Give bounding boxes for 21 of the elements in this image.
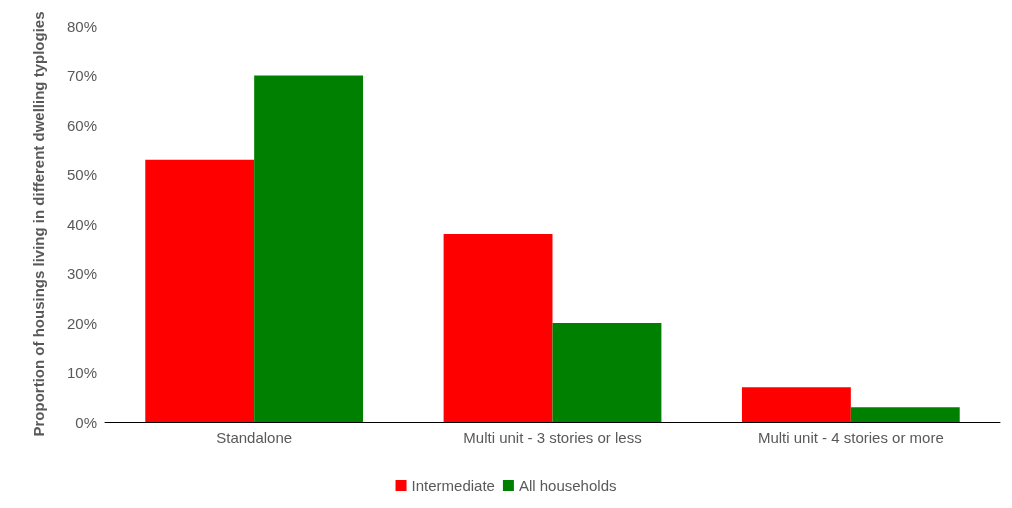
bar [741,387,851,422]
y-tick-label: 0% [75,413,97,431]
x-tick-label: Multi unit - 4 stories or more [757,429,944,446]
bar [552,323,662,422]
x-tick-label: Multi unit - 3 stories or less [463,429,642,446]
bar [850,407,960,422]
y-tick-label: 60% [66,116,97,134]
y-tick-label: 70% [66,67,97,84]
y-tick-label: 10% [66,364,97,381]
x-tick-label: Standalone [216,429,293,446]
y-tick-label: 40% [66,215,97,233]
legend-label: All households [518,477,617,494]
y-axis-title: Proportion of housings living in different dwelling typlogies [29,11,47,437]
y-tick-label: 50% [66,166,97,183]
y-tick-label: 20% [66,314,97,332]
y-tick-label: 30% [66,265,97,282]
bar [145,159,255,422]
y-tick-label: 80% [66,17,97,35]
bar [254,75,364,422]
legend-label: Intermediate [411,477,495,494]
bar [443,233,553,422]
